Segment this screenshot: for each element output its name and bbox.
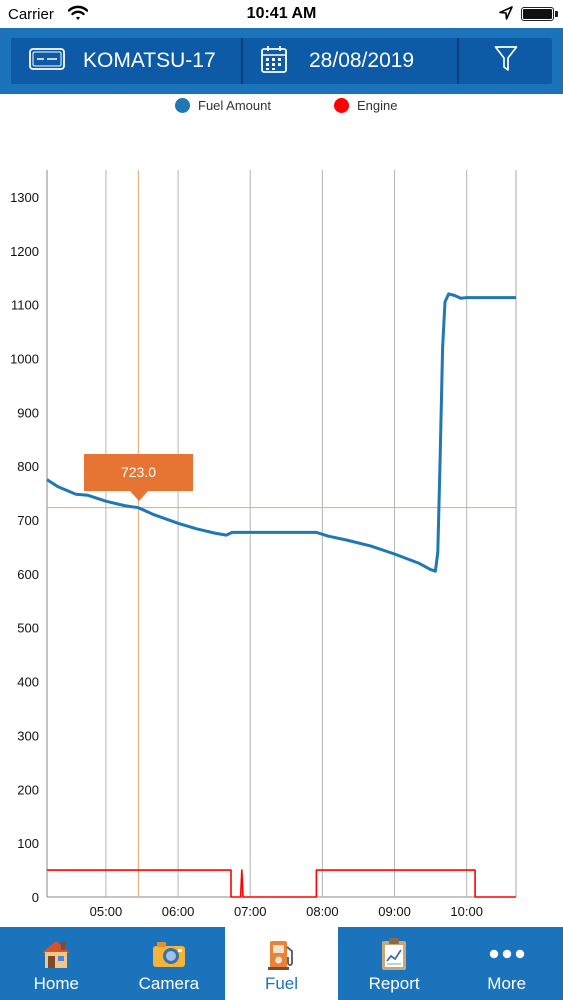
- tab-home-label: Home: [33, 974, 79, 993]
- wifi-icon: [67, 5, 89, 25]
- status-bar: Carrier 10:41 AM: [0, 0, 563, 28]
- y-tick-label: 500: [17, 621, 39, 636]
- chart-legend: Fuel Amount Engine: [0, 98, 563, 118]
- x-tick-label: 10:00: [450, 904, 483, 919]
- legend-swatch-engine: [334, 98, 349, 113]
- legend-item-engine[interactable]: Engine: [334, 98, 397, 113]
- tab-report[interactable]: Report: [338, 927, 451, 1000]
- y-tick-label: 0: [32, 890, 39, 905]
- battery-icon: [521, 7, 558, 21]
- y-tick-label: 400: [17, 675, 39, 690]
- tab-home[interactable]: Home: [0, 927, 113, 1000]
- more-dots-icon: [450, 937, 563, 971]
- report-clipboard-icon: [338, 937, 451, 971]
- selected-date: 28/08/2019: [309, 49, 415, 72]
- carrier-label: Carrier: [8, 6, 54, 23]
- x-tick-label: 09:00: [378, 904, 411, 919]
- tab-camera-label: Camera: [138, 974, 200, 993]
- x-tick-label: 06:00: [162, 904, 195, 919]
- location-arrow-icon: [499, 6, 513, 24]
- engine-status-line: [47, 869, 516, 898]
- tab-report-label: Report: [368, 974, 420, 993]
- legend-item-fuel[interactable]: Fuel Amount: [175, 98, 271, 113]
- legend-label-engine: Engine: [357, 98, 398, 113]
- fuel-pump-icon: [225, 937, 338, 971]
- y-tick-label: 1200: [10, 244, 39, 259]
- value-tooltip: 723.0: [84, 454, 193, 491]
- legend-swatch-fuel: [175, 98, 190, 113]
- tab-bar: Home Camera: [0, 927, 563, 1000]
- tab-fuel-label: Fuel: [264, 974, 299, 993]
- fuel-chart-svg: 05:00 06:00 07:00 08:00 09:00 10:00 0 100 200 300…: [10, 170, 517, 919]
- x-tick-label: 07:00: [234, 904, 267, 919]
- top-header: KOMATSU-17 28/0: [0, 28, 563, 94]
- fuel-amount-line: [46, 292, 516, 573]
- calendar-icon: [261, 45, 287, 78]
- x-tick-label: 08:00: [306, 904, 339, 919]
- y-tick-label: 1300: [10, 190, 39, 205]
- y-tick-label: 300: [17, 728, 39, 743]
- vehicle-name: KOMATSU-17: [83, 49, 216, 72]
- filter-icon: [494, 45, 518, 78]
- y-tick-label: 900: [17, 405, 39, 420]
- date-selector[interactable]: 28/08/2019: [241, 38, 457, 84]
- house-icon: [0, 937, 113, 971]
- y-tick-label: 800: [17, 459, 39, 474]
- tab-fuel[interactable]: Fuel: [225, 927, 338, 1000]
- tooltip-pointer: [130, 491, 148, 501]
- tab-camera[interactable]: Camera: [113, 927, 226, 1000]
- y-tick-label: 100: [17, 836, 39, 851]
- header-bar: KOMATSU-17 28/0: [11, 38, 552, 84]
- tab-more-label: More: [487, 974, 527, 993]
- fuel-chart[interactable]: 05:00 06:00 07:00 08:00 09:00 10:00 0 100 200 300…: [0, 150, 563, 930]
- filter-button[interactable]: [457, 38, 552, 84]
- y-tick-label: 200: [17, 782, 39, 797]
- y-tick-label: 700: [17, 513, 39, 528]
- legend-label-fuel: Fuel Amount: [198, 98, 271, 113]
- y-tick-label: 600: [17, 567, 39, 582]
- tab-more[interactable]: More: [450, 927, 563, 1000]
- x-tick-label: 05:00: [90, 904, 123, 919]
- camera-icon: [113, 937, 226, 971]
- vehicle-selector[interactable]: KOMATSU-17: [11, 38, 241, 84]
- y-tick-label: 1000: [10, 351, 39, 366]
- y-tick-label: 1100: [11, 298, 39, 313]
- license-plate-icon: [29, 47, 65, 75]
- status-time: 10:41 AM: [246, 5, 317, 22]
